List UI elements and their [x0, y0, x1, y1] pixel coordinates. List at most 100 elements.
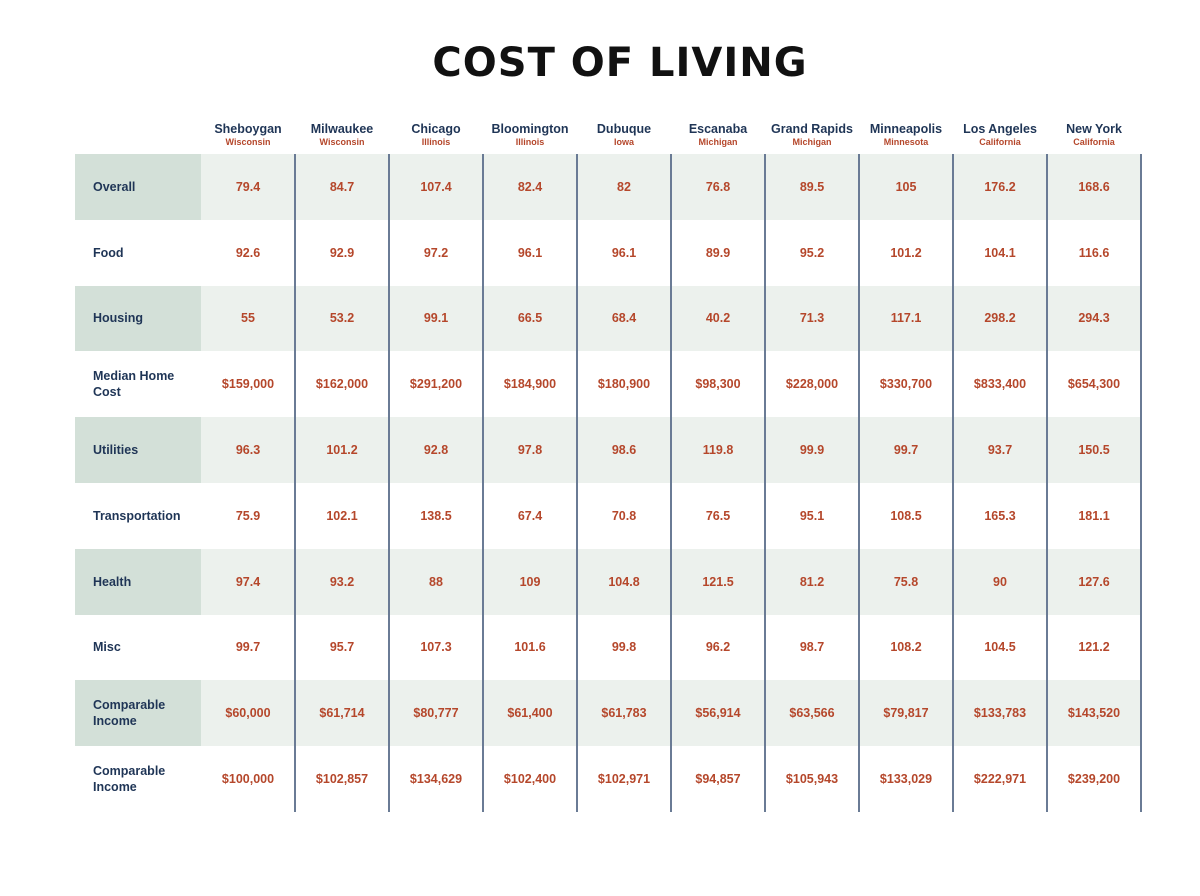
table-row: Misc 99.7 95.7 107.3 101.6 99.8 96.2 98.7 108.2 1…	[75, 614, 1141, 681]
table-cell: 92.9	[329, 245, 355, 260]
table-cell: $98,300	[695, 377, 741, 392]
table-cell: $61,400	[507, 706, 553, 721]
row-label-text: Health	[93, 574, 132, 589]
column-header: New York California	[1047, 122, 1141, 148]
city-state: Michigan	[792, 137, 832, 147]
table-row: Transportation 75.9 102.1 138.5 67.4 70.8 76.5…	[75, 482, 1141, 549]
table-cell: 294.3	[1078, 311, 1110, 326]
table-header: Sheboygan Wisconsin Milwaukee Wisconsin Chic…	[75, 122, 1141, 154]
table-cell: 96.2	[705, 640, 731, 655]
column-divider	[858, 154, 860, 812]
city-state: Iowa	[613, 137, 634, 147]
table-cell: 97.2	[423, 245, 449, 260]
row-label-text: Housing	[93, 311, 143, 326]
table-cell: $79,817	[883, 706, 929, 721]
row-label-text: Transportation	[93, 508, 181, 523]
row-label: Median Home Cost	[75, 351, 201, 418]
table-cell: 95.1	[799, 508, 825, 523]
table-cell: 101.6	[514, 640, 546, 655]
city-name: New York	[1066, 122, 1122, 136]
table-cell: 104.8	[608, 574, 640, 589]
row-label-text: Utilities	[93, 443, 139, 458]
row-label: Overall	[75, 154, 201, 220]
city-name: Milwaukee	[310, 122, 374, 136]
row-label: Transportation	[75, 482, 201, 549]
table-cell: 116.6	[1078, 245, 1110, 260]
table-cell: 99.7	[893, 443, 919, 458]
table-cell: 181.1	[1078, 508, 1110, 523]
table-cell: 99.8	[611, 640, 637, 655]
table-cell: 79.4	[235, 179, 261, 194]
table-cell: $56,914	[695, 706, 741, 721]
table-cell: 66.5	[517, 311, 543, 326]
table-cell: 97.4	[235, 574, 261, 589]
table-cell: 101.2	[890, 245, 922, 260]
table-cell: 93.7	[987, 443, 1013, 458]
table-cell: $184,900	[503, 377, 557, 392]
column-divider	[670, 154, 672, 812]
table-cell: 70.8	[611, 508, 637, 523]
table-cell: 75.8	[893, 574, 919, 589]
table-cell: 96.3	[235, 443, 261, 458]
table-cell: 88	[429, 574, 443, 589]
column-header: Escanaba Michigan	[671, 122, 765, 148]
row-label-text: Comparable Income	[93, 764, 166, 795]
column-header: Minneapolis Minnesota	[859, 122, 953, 148]
column-header: Sheboygan Wisconsin	[201, 122, 295, 148]
table-cell: $159,000	[221, 377, 275, 392]
table-cell: 67.4	[517, 508, 543, 523]
table-cell: $94,857	[695, 772, 741, 787]
table-cell: $80,777	[413, 706, 459, 721]
row-label-text: Overall	[93, 179, 136, 194]
table-cell: 104.1	[984, 245, 1016, 260]
table-cell: 92.6	[235, 245, 261, 260]
city-state: Illinois	[515, 137, 545, 147]
table-cell: 76.8	[705, 179, 731, 194]
city-name: Escanaba	[688, 122, 748, 136]
table-cell: $330,700	[879, 377, 933, 392]
table-cell: 96.1	[611, 245, 637, 260]
table-cell: 127.6	[1078, 574, 1110, 589]
table-cell: $291,200	[409, 377, 463, 392]
table-cell: 99.7	[235, 640, 261, 655]
table-cell: 68.4	[611, 311, 637, 326]
column-header: Grand Rapids Michigan	[765, 122, 859, 148]
row-label: Food	[75, 219, 201, 286]
column-divider	[482, 154, 484, 812]
table-cell: 40.2	[705, 311, 731, 326]
table-cell: 98.6	[611, 443, 637, 458]
table-cell: $228,000	[785, 377, 839, 392]
column-divider	[576, 154, 578, 812]
table-cell: 99.9	[799, 443, 825, 458]
table-cell: 81.2	[799, 574, 825, 589]
table-cell: 176.2	[984, 179, 1016, 194]
row-label: Housing	[75, 285, 201, 352]
city-state: California	[1073, 137, 1115, 147]
table-cell: 84.7	[329, 179, 355, 194]
table-cell: 97.8	[517, 443, 543, 458]
table-cell: $60,000	[225, 706, 271, 721]
row-label-text: Comparable Income	[93, 698, 166, 729]
table-cell: 121.5	[702, 574, 734, 589]
column-divider	[764, 154, 766, 812]
table-cell: 71.3	[799, 311, 825, 326]
table-cell: 168.6	[1078, 179, 1110, 194]
table-cell: 76.5	[705, 508, 731, 523]
city-name: Dubuque	[596, 122, 652, 136]
column-divider	[294, 154, 296, 812]
table-cell: $102,971	[597, 772, 651, 787]
table-cell: $222,971	[973, 772, 1027, 787]
table-row: Comparable Income $100,000 $102,857 $134,62…	[75, 746, 1141, 812]
row-label-text: Median Home Cost	[93, 369, 175, 400]
city-state: Illinois	[421, 137, 451, 147]
table-cell: $239,200	[1067, 772, 1121, 787]
table-cell: 102.1	[326, 508, 358, 523]
column-header: Bloomington Illinois	[483, 122, 577, 148]
table-row: Comparable Income $60,000 $61,714 $80,777 $6…	[75, 680, 1141, 747]
table-cell: 117.1	[890, 311, 922, 326]
table-cell: 121.2	[1078, 640, 1110, 655]
table-cell: 96.1	[517, 245, 543, 260]
city-name: Minneapolis	[869, 122, 943, 136]
table-cell: 89.9	[705, 245, 731, 260]
column-header: Chicago Illinois	[389, 122, 483, 148]
